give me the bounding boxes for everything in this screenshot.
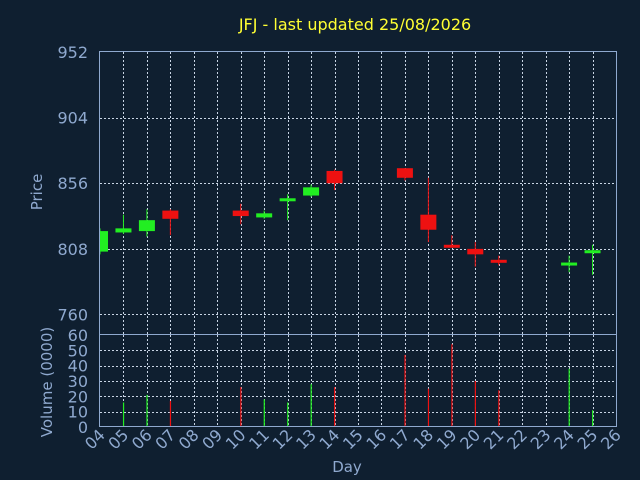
candle-14 (326, 169, 343, 191)
volume-bar-11 (263, 399, 265, 427)
volume-tick-label: 60 (68, 326, 88, 345)
volume-bar-14 (334, 387, 336, 427)
candle-18 (420, 177, 437, 243)
candle-body (584, 250, 601, 254)
candle-body (162, 210, 179, 219)
candle-body (467, 248, 484, 255)
volume-bar-24 (568, 368, 570, 427)
volume-bar-18 (427, 388, 430, 427)
volume-bar-20 (474, 381, 476, 427)
candle-body (100, 231, 108, 252)
volume-bar-21 (498, 390, 500, 427)
candle-05 (115, 214, 132, 234)
candle-body (490, 259, 507, 263)
volume-bar-05 (122, 402, 125, 427)
candle-body (326, 170, 343, 184)
volume-tick-label: 10 (68, 403, 88, 422)
candle-body (561, 262, 578, 266)
price-tick-label: 952 (57, 43, 88, 62)
price-grid (100, 52, 616, 335)
volume-tick-label: 40 (68, 357, 88, 376)
volume-bar-13 (310, 384, 312, 427)
volume-bar-06 (146, 394, 148, 427)
candle-04 (99, 228, 108, 255)
volume-tick-label: 50 (68, 341, 88, 360)
candle-body (303, 187, 320, 196)
candle-12 (279, 194, 296, 221)
price-tick-label: 808 (57, 240, 88, 259)
chart-title: JFJ - last updated 25/08/2026 (238, 15, 471, 34)
candle-07 (162, 209, 179, 236)
volume-bar-25 (592, 410, 594, 427)
volume-axis-label: Volume (0000) (38, 327, 56, 437)
price-axis-label: Price (28, 174, 46, 211)
candle-24 (561, 255, 578, 273)
candles (99, 168, 601, 275)
candle-13 (303, 184, 320, 197)
candle-17 (396, 168, 413, 181)
candle-body (138, 220, 155, 232)
volume-bar-12 (287, 402, 289, 427)
candle-19 (443, 235, 460, 248)
candle-21 (490, 255, 507, 266)
candle-20 (467, 242, 484, 267)
volume-bar-19 (451, 344, 453, 427)
candle-body (279, 198, 296, 202)
volume-tick-label: 0 (78, 418, 88, 437)
x-ticks: 0405060708091011121314151617181920212223… (81, 425, 625, 453)
x-tick-label: 26 (597, 425, 625, 453)
volume-tick-label: 30 (68, 372, 88, 391)
volume-bar-17 (404, 354, 406, 427)
volume-bars (122, 344, 594, 427)
candle-11 (256, 210, 273, 219)
price-y-ticks: 952 904 856 808 760 (57, 43, 88, 324)
volume-bar-10 (240, 387, 242, 427)
candle-10 (232, 203, 249, 225)
candle-body (256, 213, 273, 218)
price-tick-label: 760 (57, 305, 88, 324)
volume-tick-label: 20 (68, 387, 88, 406)
candle-25 (584, 244, 601, 275)
price-tick-label: 856 (57, 174, 88, 193)
volume-plot-frame (99, 334, 617, 427)
price-tick-label: 904 (57, 109, 88, 128)
candle-body (232, 210, 249, 217)
candle-body (443, 244, 460, 248)
volume-bar-07 (169, 400, 172, 427)
x-axis-label: Day (332, 458, 362, 476)
candle-body (396, 168, 413, 178)
volume-grid (100, 335, 616, 427)
candle-body (115, 228, 132, 233)
candle-body (420, 214, 437, 230)
candle-06 (138, 209, 155, 237)
